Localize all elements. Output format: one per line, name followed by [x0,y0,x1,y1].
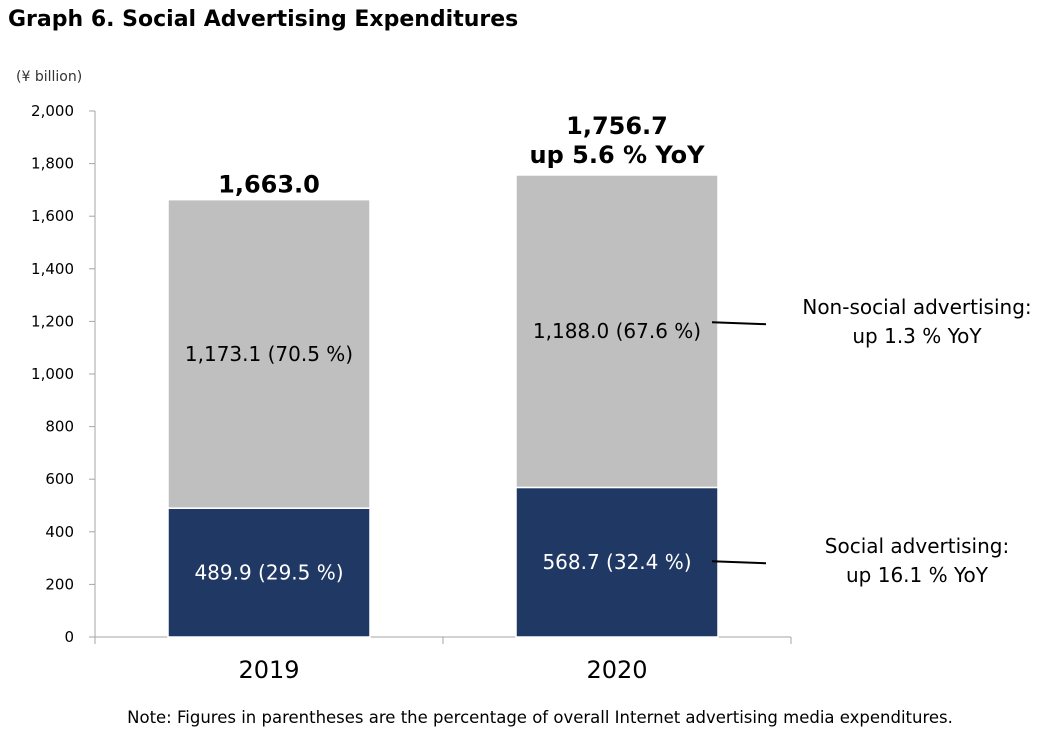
non_social-annotation-title: Non-social advertising: [802,295,1031,319]
x-category-label: 2020 [586,656,647,684]
non_social-value-label: 1,173.1 (70.5 %) [185,342,353,366]
y-tick-label: 200 [45,575,74,593]
chart-title: Graph 6. Social Advertising Expenditures [8,7,518,32]
y-tick-label: 1,800 [31,155,74,173]
social-value-label: 489.9 (29.5 %) [194,561,343,585]
non_social-annotation-leader [711,321,767,326]
y-tick-label: 1,400 [31,260,74,278]
total-yoy-label: up 5.6 % YoY [530,141,706,169]
social-annotation-leader [711,560,767,565]
non_social-bar-2019 [167,198,371,509]
axes: 0 200 400 600 800 1,000 1,200 1,400 1,600 1,800 2,… [31,102,792,684]
y-tick-label: 400 [45,523,74,541]
y-tick-label: 1,000 [31,365,74,383]
y-tick-label: 1,600 [31,207,74,225]
total-label: 1,756.7 [566,112,668,140]
y-tick-label: 0 [64,628,74,646]
footnote: Note: Figures in parentheses are the per… [127,708,953,727]
y-tick-label: 2,000 [31,102,74,120]
social-bar-2019 [167,507,371,638]
total-label: 1,663.0 [218,171,320,199]
bars [167,174,719,638]
y-tick-label: 1,200 [31,312,74,330]
y-tick-label: 800 [45,418,74,436]
labels: 489.9 (29.5 %) 1,173.1 (70.5 %) 1,663.0 568… [185,112,1032,587]
social-value-label: 568.7 (32.4 %) [542,550,691,574]
non_social-value-label: 1,188.0 (67.6 %) [533,319,701,343]
unit-label: (¥ billion) [16,69,82,85]
social-annotation-title: Social advertising: [825,534,1009,558]
social-annotation-yoy: up 16.1 % YoY [846,563,989,587]
social-bar-2020 [515,486,719,638]
y-tick-label: 600 [45,470,74,488]
non_social-bar-2020 [515,174,719,489]
x-category-label: 2019 [238,656,299,684]
non_social-annotation-yoy: up 1.3 % YoY [852,324,982,348]
